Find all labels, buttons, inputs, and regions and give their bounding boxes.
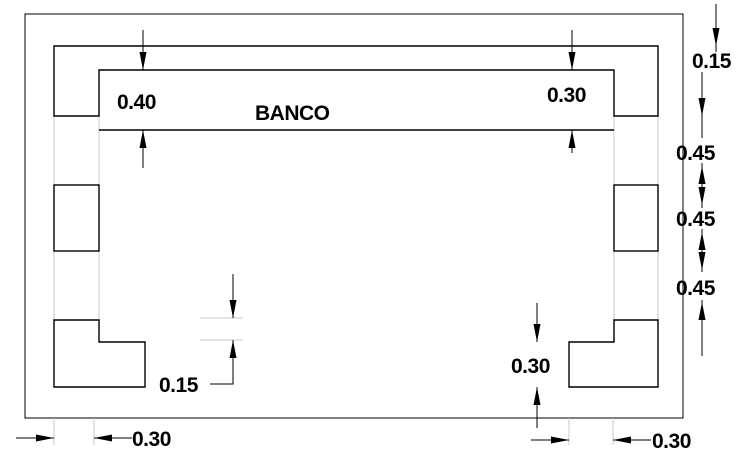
dim-top-right: 0.30 [547, 30, 586, 153]
outer-frame [24, 13, 684, 419]
dim-right-chain: 0.15 0.45 0.45 0.45 [676, 4, 732, 356]
dim-bottom-right: 0.30 [531, 430, 691, 453]
dim-label-top-right: 0.30 [547, 84, 586, 107]
dim-label-bottom-right: 0.30 [652, 430, 691, 453]
dim-label-right-3: 0.45 [676, 277, 716, 300]
right-bottom-block [568, 319, 659, 388]
bench-label: BANCO [255, 102, 330, 125]
dim-label-bottom-left: 0.30 [132, 428, 171, 451]
right-middle-block [613, 184, 659, 252]
dim-label-right-top: 0.15 [692, 50, 732, 73]
dim-label-inner-small: 0.15 [159, 374, 199, 397]
dim-bottom-left: 0.30 [16, 428, 171, 451]
dim-label-bottom-right-vertical: 0.30 [511, 355, 550, 378]
dim-label-right-1: 0.45 [676, 142, 716, 165]
guide-lines [53, 116, 659, 445]
dim-bottom-right-vertical: 0.30 [511, 303, 550, 428]
dim-label-top-left: 0.40 [117, 91, 156, 114]
top-wall-block [53, 45, 659, 117]
left-bottom-block [53, 319, 146, 388]
dim-top-left: 0.40 [117, 30, 156, 168]
dim-inner-small: 0.15 [159, 274, 237, 397]
dim-label-right-2: 0.45 [676, 208, 716, 231]
left-middle-block [53, 184, 100, 252]
